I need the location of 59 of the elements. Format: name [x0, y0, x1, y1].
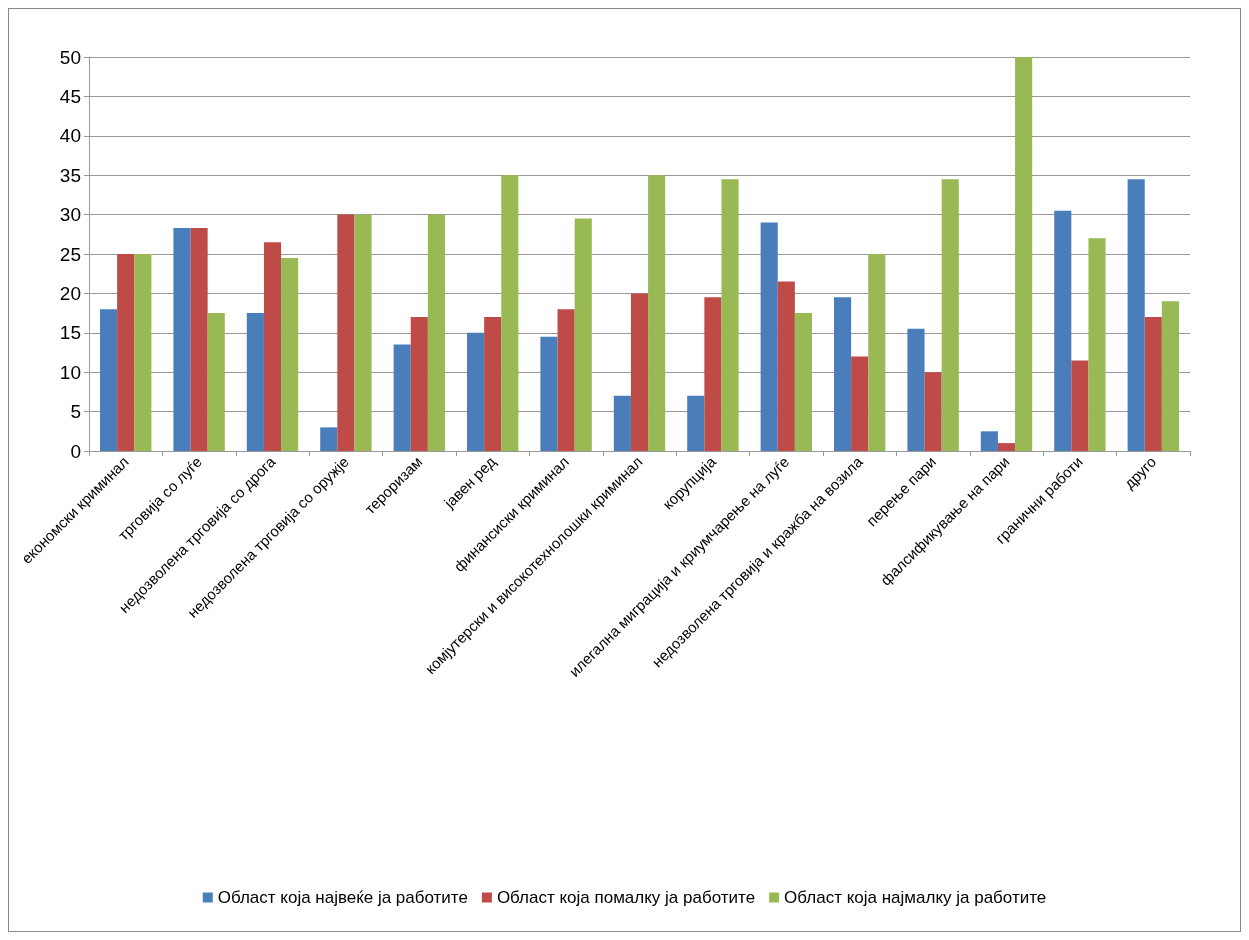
y-tick-label: 35 — [59, 164, 81, 186]
bar — [1015, 57, 1033, 451]
bar — [501, 175, 519, 451]
y-tick-label: 30 — [59, 204, 81, 226]
bar — [1127, 179, 1145, 451]
bar — [613, 395, 631, 451]
bar — [320, 427, 338, 451]
bar — [648, 175, 666, 451]
bar — [281, 257, 299, 451]
y-tick-label: 20 — [59, 282, 81, 304]
legend-label: Област која најмалку ја работите — [784, 888, 1047, 907]
y-tick-label: 45 — [59, 85, 81, 107]
bar — [484, 317, 502, 451]
bar — [760, 222, 778, 451]
y-tick-label: 50 — [59, 46, 81, 68]
y-tick-label: 25 — [59, 243, 81, 265]
y-tick-label: 40 — [59, 125, 81, 147]
bar — [777, 281, 795, 451]
bar — [410, 317, 428, 451]
bar — [997, 443, 1016, 451]
bar — [557, 309, 575, 451]
bar — [134, 254, 152, 451]
bar — [630, 293, 649, 451]
bar — [721, 179, 739, 451]
bar — [190, 228, 208, 451]
bar — [907, 328, 925, 451]
bar — [337, 214, 355, 451]
bar — [574, 218, 592, 451]
y-tick-label: 15 — [59, 322, 81, 344]
legend-label: Област која највеќе ја работите — [217, 888, 468, 907]
bar — [980, 431, 998, 451]
bar — [263, 242, 282, 451]
bar — [467, 332, 485, 451]
bar — [393, 344, 411, 451]
bar — [941, 179, 959, 451]
bar — [540, 336, 558, 451]
bar — [834, 297, 852, 451]
bar — [427, 214, 445, 451]
bar — [246, 313, 264, 451]
bar — [868, 254, 886, 451]
bar — [117, 254, 135, 451]
bar — [794, 313, 812, 451]
y-tick-label: 5 — [70, 401, 81, 423]
bar — [1054, 210, 1072, 451]
bar — [687, 395, 705, 451]
legend-label: Област која помалку ја работите — [496, 888, 756, 907]
y-tick-label: 10 — [59, 361, 81, 383]
y-tick-label: 0 — [70, 440, 81, 462]
bar — [1144, 317, 1162, 451]
bar — [924, 372, 942, 451]
bar — [1071, 360, 1089, 451]
bar — [851, 356, 869, 451]
bar — [1161, 301, 1179, 451]
bar — [100, 309, 118, 451]
bar — [1088, 238, 1106, 451]
bar — [354, 214, 372, 451]
bar — [173, 228, 191, 451]
bar — [207, 313, 225, 451]
bar — [704, 297, 722, 451]
